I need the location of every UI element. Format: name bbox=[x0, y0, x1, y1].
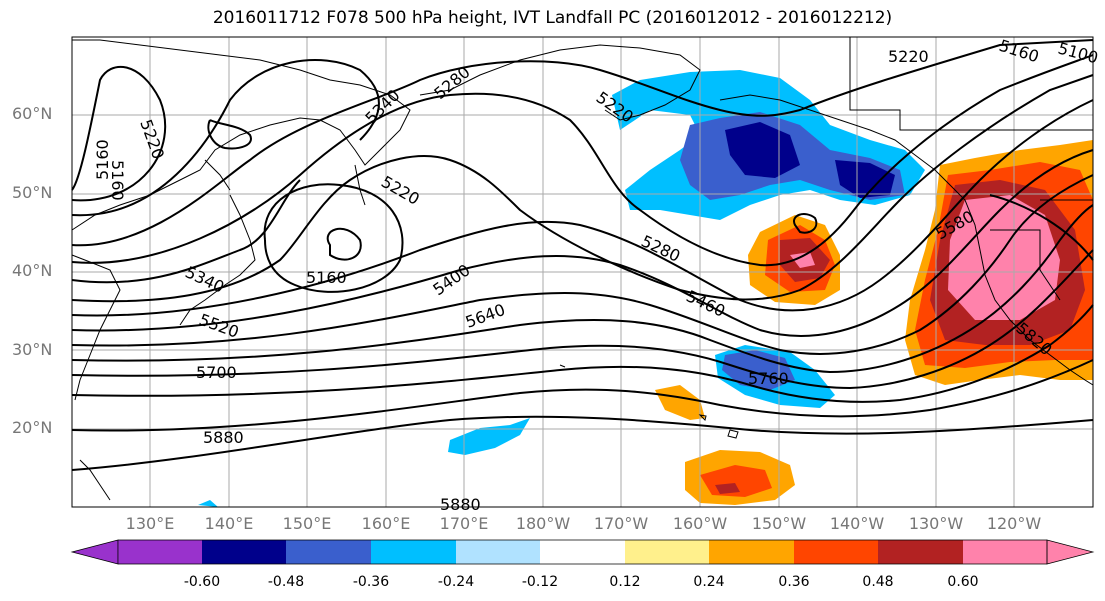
colorbar-tick-label: -0.12 bbox=[521, 574, 559, 590]
negative-anomaly-north-core bbox=[725, 122, 800, 178]
contour-label: 5160 bbox=[108, 160, 127, 201]
lon-label: 130°E bbox=[125, 514, 175, 533]
lon-label: 140°W bbox=[829, 514, 885, 533]
lat-label: 50°N bbox=[12, 183, 53, 202]
graticule bbox=[72, 37, 1093, 507]
colorbar-tick-label: 0.36 bbox=[778, 574, 810, 590]
lon-label: 160°E bbox=[361, 514, 411, 533]
lon-label: 150°W bbox=[751, 514, 807, 533]
colorbar-tick-label: 0.60 bbox=[947, 574, 979, 590]
coastlines bbox=[71, 37, 1094, 501]
colorbar-tick-label: -0.60 bbox=[183, 574, 221, 590]
colorbar-tick-label: 0.12 bbox=[609, 574, 641, 590]
lon-label: 120°W bbox=[986, 514, 1042, 533]
contour-label: 5880 bbox=[440, 495, 481, 514]
negative-anomaly-patch-2 bbox=[198, 500, 218, 507]
colorbar-tick-label: -0.48 bbox=[267, 574, 305, 590]
negative-anomaly-patch-1 bbox=[448, 418, 530, 455]
positive-anomaly-central-peak bbox=[790, 252, 815, 268]
colorbar-tick-label: 0.24 bbox=[693, 574, 725, 590]
colorbar bbox=[70, 539, 1095, 565]
lon-label: 160°W bbox=[672, 514, 728, 533]
map-title: 2016011712 F078 500 hPa height, IVT Land… bbox=[212, 8, 893, 28]
contour-label: 5760 bbox=[748, 369, 789, 388]
lon-label: 130°W bbox=[908, 514, 964, 533]
positive-anomaly-patch-2-core bbox=[715, 483, 740, 494]
lon-label: 170°E bbox=[439, 514, 489, 533]
lon-label: 140°E bbox=[204, 514, 254, 533]
positive-anomaly-landfall-peak bbox=[948, 195, 1060, 320]
contour-label: 5160 bbox=[93, 139, 112, 180]
lat-label: 20°N bbox=[12, 418, 53, 437]
lat-label: 30°N bbox=[12, 340, 53, 359]
lon-label: 170°W bbox=[593, 514, 649, 533]
contour-label: 5160 bbox=[306, 268, 347, 287]
negative-anomaly-south-core bbox=[722, 350, 795, 390]
lat-label: 60°N bbox=[12, 104, 53, 123]
negative-anomaly-north-core-2 bbox=[835, 160, 895, 198]
contour-label: 5220 bbox=[888, 47, 929, 66]
colorbar-tick-label: 0.48 bbox=[862, 574, 894, 590]
positive-anomaly-patch-1 bbox=[655, 385, 705, 420]
map-frame bbox=[71, 36, 1094, 508]
colorbar-tick-label: -0.36 bbox=[352, 574, 390, 590]
lon-label: 150°E bbox=[282, 514, 332, 533]
colorbar-tick-label: -0.24 bbox=[437, 574, 475, 590]
contour-label: 5700 bbox=[196, 363, 237, 382]
lat-label: 40°N bbox=[12, 261, 53, 280]
contour-label: 5880 bbox=[203, 428, 244, 447]
lon-label: 180°W bbox=[515, 514, 571, 533]
height-contours bbox=[71, 39, 1094, 471]
